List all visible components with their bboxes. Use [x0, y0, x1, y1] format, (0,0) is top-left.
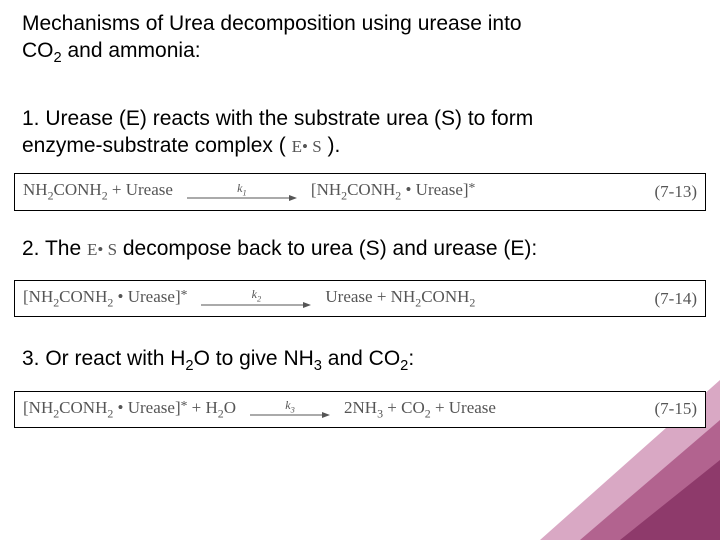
- eq3-plus: + H: [187, 398, 217, 417]
- eq2-rhs: Urease + NH: [325, 287, 415, 306]
- equation-1: NH2CONH2 + Urease k1 [NH2CONH2 • Urease]…: [14, 173, 706, 210]
- step1: 1. Urease (E) reacts with the substrate …: [22, 105, 698, 160]
- heading-sub2: 2: [54, 50, 62, 66]
- step2-a: 2. The: [22, 237, 87, 260]
- eq2-left: [NH2CONH2 • Urease]* k2 Urease + NH2CONH…: [23, 287, 475, 310]
- eq1-rhs-close: • Urease]: [401, 180, 468, 199]
- eq2-rhs2: CONH: [421, 287, 469, 306]
- eq3-left: [NH2CONH2 • Urease]* + H2O k3 2NH3 + CO2…: [23, 398, 496, 421]
- eq3-plus2: O: [224, 398, 236, 417]
- eq3-rhs2: + CO: [383, 398, 425, 417]
- eq3-rhs1: 2NH: [344, 398, 377, 417]
- eq1-lhs2: CONH: [54, 180, 102, 199]
- step3-d: :: [408, 347, 414, 370]
- eq1-plus: + Urease: [108, 180, 173, 199]
- eq3-lhs-mid: CONH: [59, 398, 107, 417]
- slide-content: Mechanisms of Urea decomposition using u…: [0, 0, 720, 438]
- eq1-lhs: NH: [23, 180, 48, 199]
- es-inline-2: E• S: [87, 240, 117, 259]
- eq2-num: (7-14): [655, 289, 697, 309]
- step3-c: and CO: [322, 347, 400, 370]
- eq1-num: (7-13): [655, 182, 697, 202]
- step1-c: ).: [322, 134, 341, 157]
- eq1-left: NH2CONH2 + Urease k1 [NH2CONH2 • Urease]…: [23, 180, 475, 203]
- heading: Mechanisms of Urea decomposition using u…: [22, 10, 698, 69]
- eq3-arrow: k3: [250, 398, 330, 420]
- step3-b: O to give NH: [194, 347, 314, 370]
- eq1-rhs-mid: CONH: [347, 180, 395, 199]
- heading-line2a: CO: [22, 39, 54, 62]
- heading-line1: Mechanisms of Urea decomposition using u…: [22, 12, 522, 35]
- step3-a: 3. Or react with H: [22, 347, 185, 370]
- eq1-rhs-open: [NH: [311, 180, 341, 199]
- eq2-arrow: k2: [201, 287, 311, 309]
- step3: 3. Or react with H2O to give NH3 and CO2…: [22, 345, 698, 376]
- step1-b: enzyme-substrate complex (: [22, 134, 292, 157]
- step2: 2. The E• S decompose back to urea (S) a…: [22, 235, 698, 262]
- eq2-lhs-open: [NH: [23, 287, 53, 306]
- eq2-lhs-close: • Urease]: [113, 287, 180, 306]
- eq3-lhs-close: • Urease]: [113, 398, 180, 417]
- eq3-lhs-open: [NH: [23, 398, 53, 417]
- step2-b: decompose back to urea (S) and urease (E…: [117, 237, 537, 260]
- eq2-lhs-mid: CONH: [59, 287, 107, 306]
- eq1-arrow: k1: [187, 181, 297, 203]
- step1-a: 1. Urease (E) reacts with the substrate …: [22, 107, 533, 130]
- equation-2: [NH2CONH2 • Urease]* k2 Urease + NH2CONH…: [14, 280, 706, 317]
- eq3-rhs3: + Urease: [431, 398, 496, 417]
- es-inline-1: E• S: [292, 137, 322, 156]
- eq3-num: (7-15): [655, 399, 697, 419]
- heading-line2b: and ammonia:: [62, 39, 201, 62]
- equation-3: [NH2CONH2 • Urease]* + H2O k3 2NH3 + CO2…: [14, 391, 706, 428]
